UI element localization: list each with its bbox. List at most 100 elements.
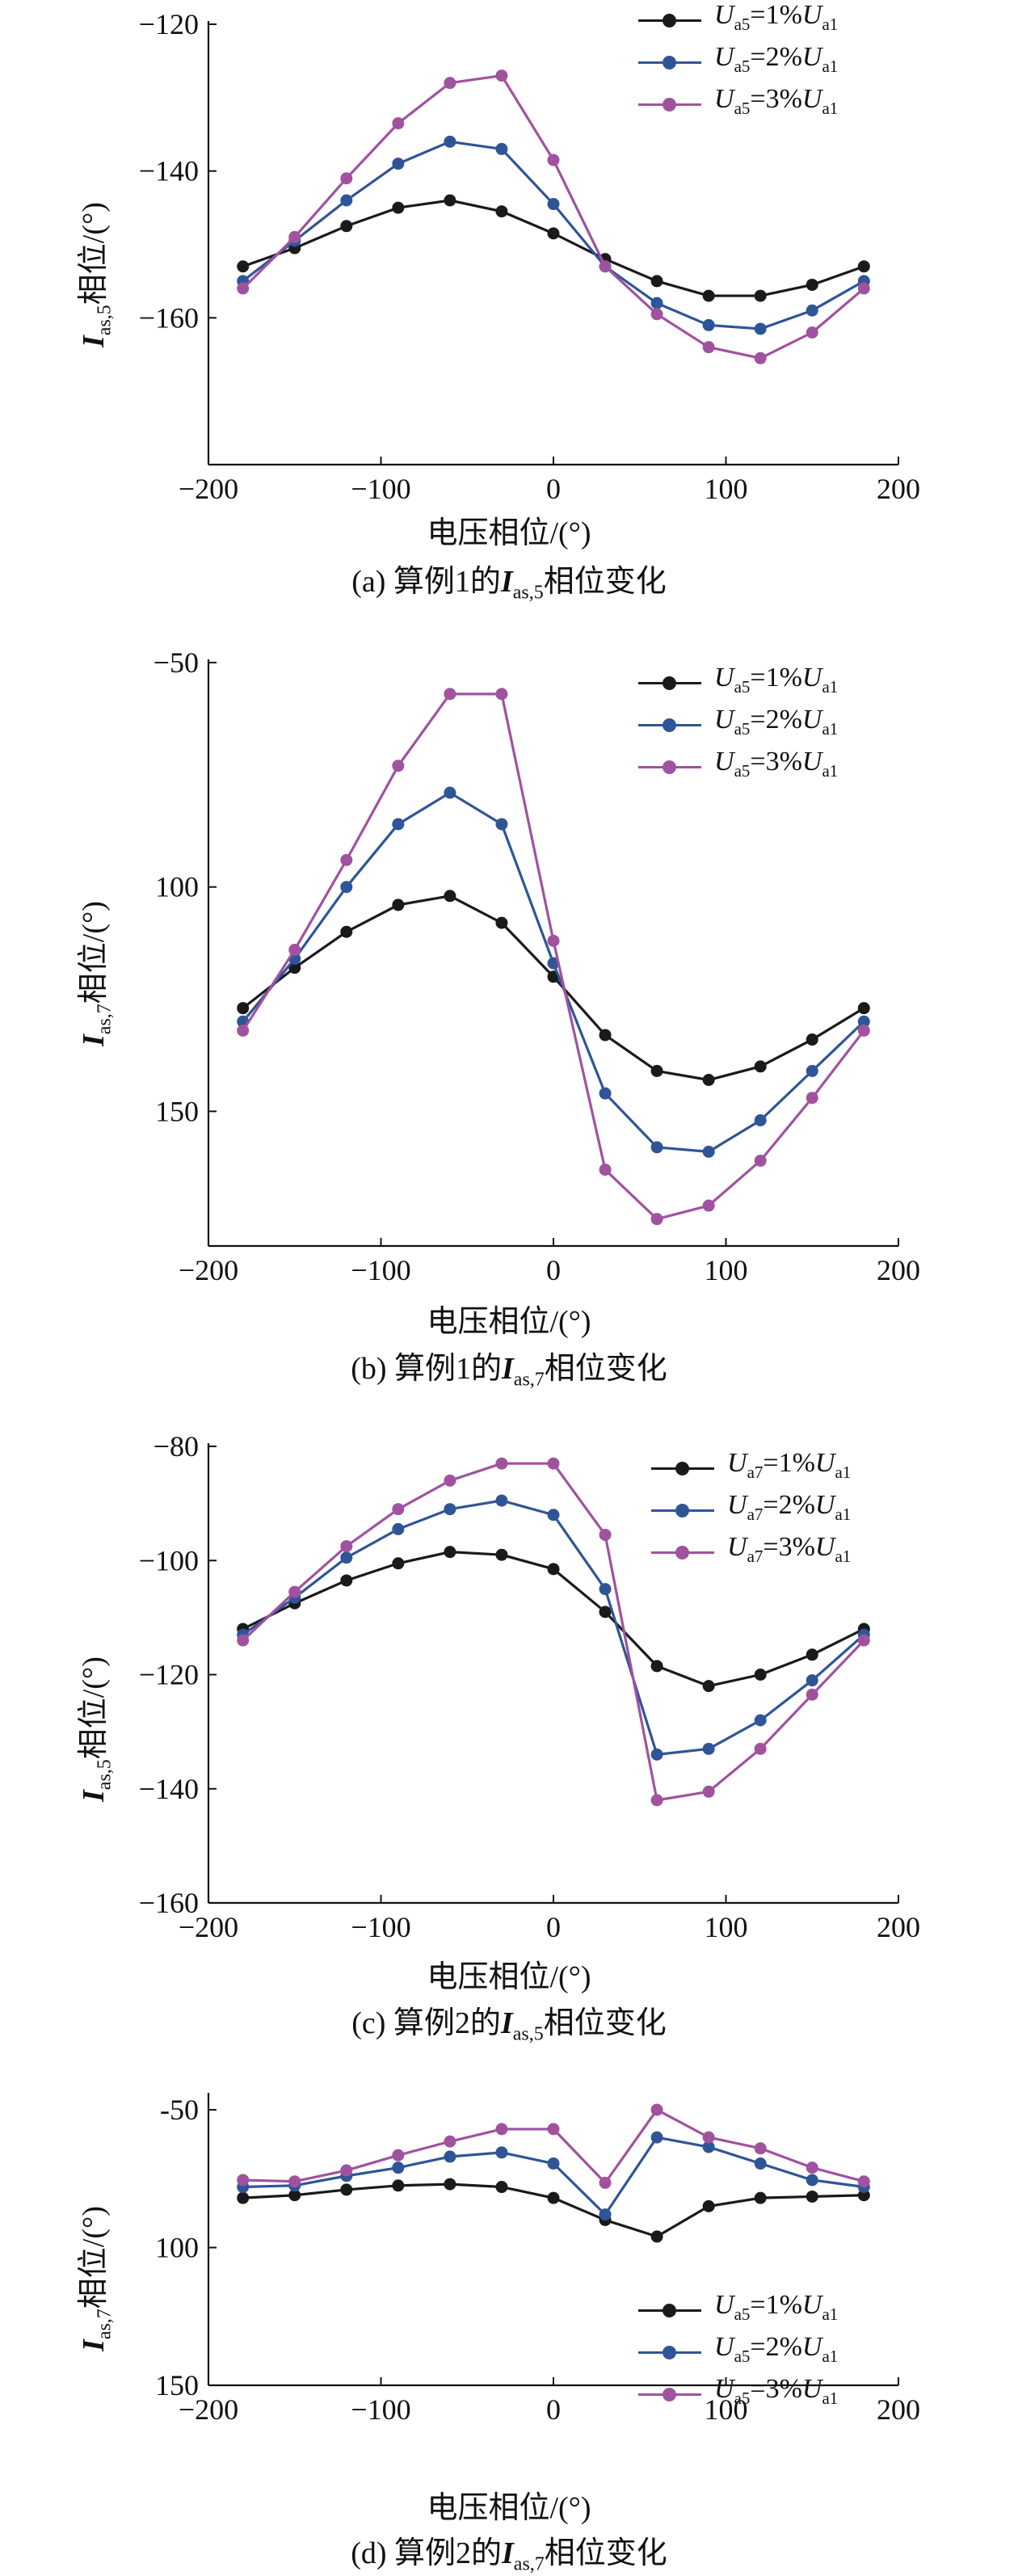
data-point [857, 2175, 870, 2188]
chart-b-ylabel: Ias,7相位/(°) [77, 901, 116, 1046]
data-point [444, 1474, 456, 1487]
x-tick-label: −100 [351, 1254, 410, 1286]
data-point [340, 1551, 353, 1564]
data-point [754, 2142, 767, 2155]
data-point [495, 2146, 508, 2159]
data-point [806, 2161, 818, 2174]
x-tick-label: −200 [179, 2393, 238, 2426]
data-point [702, 1199, 715, 1212]
x-tick-label: 100 [705, 1911, 748, 1943]
y-tick-label: −120 [139, 8, 199, 40]
data-point [857, 282, 870, 295]
data-point [392, 158, 405, 170]
data-point [754, 351, 767, 364]
data-point [806, 1674, 818, 1687]
data-point [237, 1002, 250, 1015]
data-point [392, 2149, 405, 2161]
y-tick-label: 150 [155, 2369, 199, 2401]
data-point [340, 925, 353, 938]
legend-marker [663, 718, 676, 732]
data-point [392, 2161, 405, 2174]
data-point [702, 318, 715, 331]
data-point [495, 69, 508, 82]
data-point [288, 962, 301, 974]
data-point [340, 194, 353, 207]
data-point [340, 2183, 353, 2196]
data-point [444, 1503, 456, 1516]
y-tick-label: 150 [155, 1095, 199, 1127]
data-point [288, 943, 301, 956]
data-point [444, 2135, 456, 2148]
x-tick-label: 0 [546, 1911, 561, 1943]
chart-c-ylabel: Ias,5相位/(°) [77, 1656, 116, 1802]
legend-marker [663, 2304, 676, 2317]
y-tick-label: −140 [139, 155, 199, 187]
legend-marker [663, 98, 676, 112]
legend-marker [663, 14, 676, 27]
chart-a-ylabel: Ias,5相位/(°) [77, 202, 116, 347]
legend-label: Ua5=3%Ua1 [714, 747, 839, 781]
data-point [599, 260, 612, 273]
chart-c-caption: (c) 算例2的Ias,5相位变化 [351, 2006, 667, 2045]
x-tick-label: −200 [179, 1254, 238, 1286]
data-point [444, 1546, 456, 1559]
chart-d-svg: −200 −100 0 100 200 -50 100 150 [155, 2093, 920, 2426]
legend-marker [663, 760, 676, 774]
x-tick-label: 100 [705, 2393, 748, 2426]
data-point [702, 2131, 715, 2144]
data-point [806, 1064, 818, 1077]
data-point [599, 1528, 612, 1541]
data-point [237, 2174, 250, 2187]
data-point [547, 2191, 560, 2204]
y-tick-label: −100 [139, 1544, 199, 1576]
data-point [599, 2208, 612, 2221]
legend-label: Ua7=1%Ua1 [727, 1448, 852, 1482]
x-tick-label: 200 [877, 1911, 920, 1943]
legend-label: Ua5=2%Ua1 [714, 705, 839, 739]
y-tick-label: −160 [139, 301, 199, 334]
data-point [547, 2157, 560, 2170]
series-line-1 [242, 199, 864, 297]
x-tick-label: 200 [877, 473, 920, 505]
chart-d-xlabel: 电压相位/(°) [427, 2491, 591, 2525]
chart-panel-a: −200 −100 0 100 200 −160 −140 −120 Ias,5相位/(°) … [0, 0, 1018, 606]
data-point [599, 1087, 612, 1100]
data-point [650, 2103, 663, 2116]
y-tick-label: 100 [155, 871, 199, 903]
x-tick-label: −200 [179, 473, 238, 505]
data-point [288, 2189, 301, 2202]
data-point [650, 1141, 663, 1154]
data-point [237, 1634, 250, 1647]
data-point [547, 957, 560, 970]
data-point [806, 1092, 818, 1105]
x-tick-label: −100 [351, 1911, 410, 1943]
data-point [650, 1064, 663, 1077]
data-point [599, 1606, 612, 1618]
data-point [392, 818, 405, 831]
data-point [806, 304, 818, 317]
legend-marker [663, 56, 676, 69]
data-point [650, 1660, 663, 1673]
y-tick-label: −140 [139, 1773, 199, 1805]
data-point [547, 1563, 560, 1576]
data-point [495, 205, 508, 218]
data-point [340, 853, 353, 866]
data-point [806, 1648, 818, 1661]
data-point [340, 881, 353, 894]
data-point [599, 1029, 612, 1042]
chart-b-caption: (b) 算例1的Ias,7相位变化 [351, 1352, 667, 1391]
data-point [495, 688, 508, 701]
legend-label: Ua5=1%Ua1 [714, 2290, 839, 2324]
series-line-3 [242, 2108, 864, 2184]
data-point [806, 278, 818, 291]
data-point [444, 890, 456, 903]
x-tick-label: 100 [705, 1254, 748, 1286]
chart-a-caption: (a) 算例1的Ias,5相位变化 [351, 565, 667, 604]
x-tick-label: 0 [546, 1254, 561, 1286]
data-point [754, 1060, 767, 1073]
data-point [650, 275, 663, 288]
data-point [288, 230, 301, 243]
x-tick-label: 200 [877, 2393, 920, 2426]
chart-d-ylabel: Ias,7相位/(°) [77, 2206, 116, 2351]
chart-panel-c: −200 −100 0 100 200 −160 −140 −120 −100 −80 Ias,5… [0, 1422, 1018, 2052]
